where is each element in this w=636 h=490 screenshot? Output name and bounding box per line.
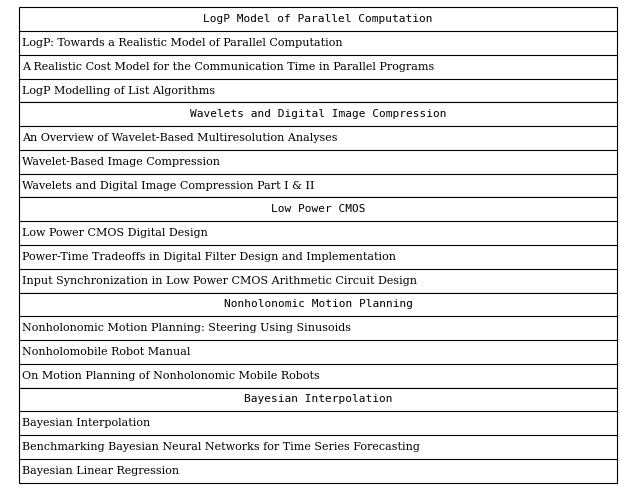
- Text: LogP Modelling of List Algorithms: LogP Modelling of List Algorithms: [22, 86, 216, 96]
- Text: Nonholomobile Robot Manual: Nonholomobile Robot Manual: [22, 347, 191, 357]
- Text: Bayesian Interpolation: Bayesian Interpolation: [22, 418, 151, 428]
- Text: LogP Model of Parallel Computation: LogP Model of Parallel Computation: [204, 14, 432, 24]
- Text: On Motion Planning of Nonholonomic Mobile Robots: On Motion Planning of Nonholonomic Mobil…: [22, 371, 320, 381]
- Bar: [19, 102, 617, 197]
- Text: Wavelets and Digital Image Compression: Wavelets and Digital Image Compression: [190, 109, 446, 119]
- Text: Wavelets and Digital Image Compression Part I & II: Wavelets and Digital Image Compression P…: [22, 181, 315, 191]
- Bar: [19, 388, 617, 483]
- Bar: [19, 293, 617, 388]
- Text: Low Power CMOS Digital Design: Low Power CMOS Digital Design: [22, 228, 208, 238]
- Text: Power-Time Tradeoffs in Digital Filter Design and Implementation: Power-Time Tradeoffs in Digital Filter D…: [22, 252, 396, 262]
- Text: Bayesian Linear Regression: Bayesian Linear Regression: [22, 466, 179, 476]
- Text: Nonholonomic Motion Planning: Steering Using Sinusoids: Nonholonomic Motion Planning: Steering U…: [22, 323, 351, 333]
- Text: Low Power CMOS: Low Power CMOS: [271, 204, 365, 214]
- Text: Benchmarking Bayesian Neural Networks for Time Series Forecasting: Benchmarking Bayesian Neural Networks fo…: [22, 442, 420, 452]
- Text: A Realistic Cost Model for the Communication Time in Parallel Programs: A Realistic Cost Model for the Communica…: [22, 62, 434, 72]
- Text: Bayesian Interpolation: Bayesian Interpolation: [244, 394, 392, 404]
- Text: LogP: Towards a Realistic Model of Parallel Computation: LogP: Towards a Realistic Model of Paral…: [22, 38, 343, 48]
- Bar: [19, 7, 617, 102]
- Text: Wavelet-Based Image Compression: Wavelet-Based Image Compression: [22, 157, 220, 167]
- Text: Nonholonomic Motion Planning: Nonholonomic Motion Planning: [223, 299, 413, 309]
- Text: Input Synchronization in Low Power CMOS Arithmetic Circuit Design: Input Synchronization in Low Power CMOS …: [22, 276, 417, 286]
- Text: An Overview of Wavelet-Based Multiresolution Analyses: An Overview of Wavelet-Based Multiresolu…: [22, 133, 338, 143]
- Bar: [19, 197, 617, 293]
